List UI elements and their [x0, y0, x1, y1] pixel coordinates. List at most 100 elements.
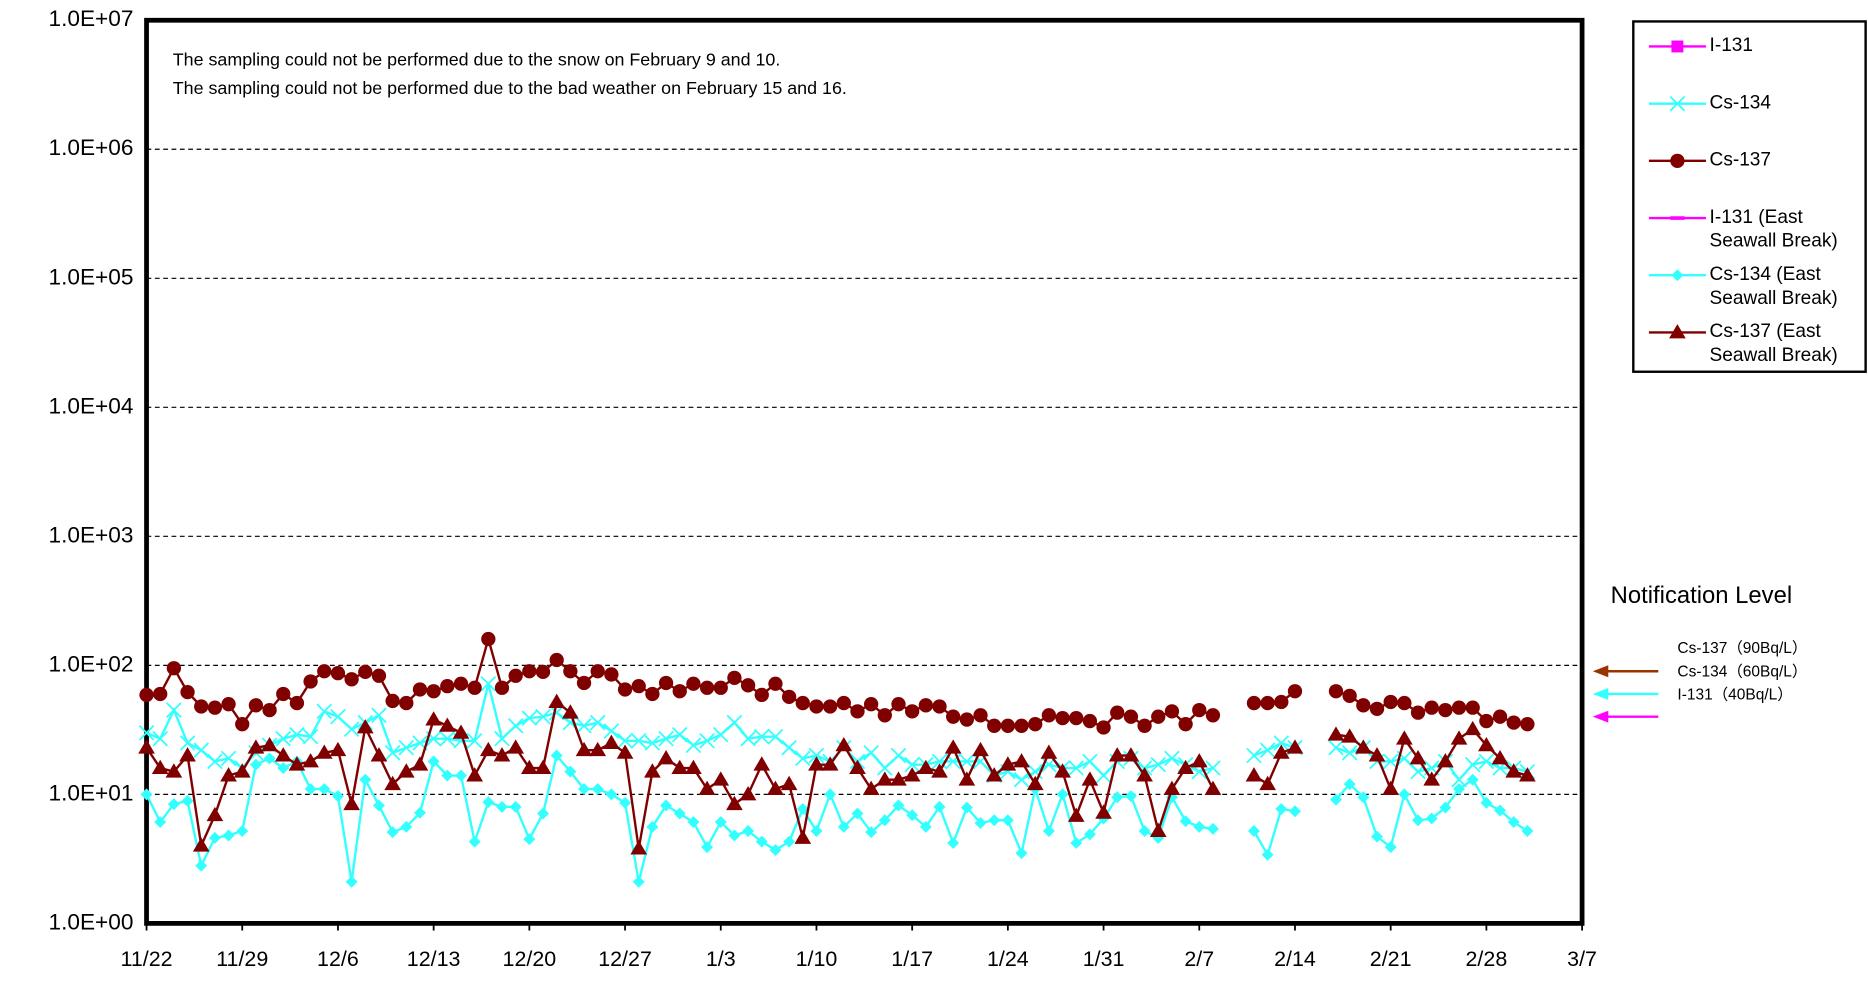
- marker: [1438, 702, 1453, 718]
- marker: [795, 695, 810, 711]
- marker: [1067, 807, 1085, 822]
- marker: [851, 807, 864, 820]
- marker: [193, 742, 210, 758]
- marker: [304, 783, 317, 795]
- marker: [398, 739, 415, 756]
- marker: [931, 763, 948, 778]
- x-tick-label: 1/31: [1083, 947, 1125, 971]
- marker: [672, 684, 687, 699]
- marker: [1478, 753, 1495, 770]
- marker: [958, 771, 976, 786]
- marker: [493, 747, 511, 762]
- marker: [247, 739, 265, 754]
- marker: [166, 702, 182, 718]
- marker: [972, 741, 989, 757]
- marker: [768, 676, 783, 691]
- marker: [1671, 269, 1684, 282]
- marker: [1409, 750, 1427, 765]
- marker: [726, 795, 743, 811]
- marker: [1464, 720, 1482, 736]
- notification-title: Notification Level: [1610, 582, 1793, 609]
- marker: [1671, 40, 1684, 53]
- marker: [1013, 771, 1030, 788]
- y-tick-label: 1.0E+05: [49, 264, 134, 289]
- legend-swatch: [1648, 269, 1706, 282]
- legend-label: Cs-134: [1709, 92, 1772, 114]
- legend-swatch: [1648, 324, 1706, 339]
- marker: [824, 788, 837, 801]
- marker: [686, 676, 701, 691]
- marker: [1491, 750, 1509, 765]
- y-tick-label: 1.0E+07: [49, 6, 134, 31]
- marker: [1178, 717, 1193, 732]
- marker: [315, 744, 333, 759]
- marker: [535, 664, 551, 680]
- marker: [1478, 736, 1495, 752]
- marker: [1068, 760, 1085, 776]
- marker: [891, 697, 906, 712]
- marker: [644, 763, 661, 778]
- marker: [617, 682, 633, 697]
- marker: [562, 704, 579, 719]
- marker: [919, 820, 932, 833]
- marker: [794, 829, 812, 844]
- marker: [1205, 708, 1221, 723]
- marker: [235, 717, 250, 732]
- marker: [480, 675, 497, 692]
- marker: [466, 733, 483, 749]
- marker: [740, 678, 756, 693]
- marker: [1274, 694, 1289, 710]
- marker: [1451, 771, 1467, 788]
- marker: [1248, 825, 1260, 837]
- marker: [809, 699, 824, 714]
- marker: [644, 735, 661, 751]
- y-tick-label: 1.0E+02: [49, 651, 134, 676]
- marker: [397, 763, 415, 778]
- marker: [988, 814, 1001, 827]
- marker: [453, 676, 469, 691]
- marker: [262, 702, 277, 718]
- marker: [1108, 747, 1126, 762]
- marker: [507, 718, 524, 734]
- legend-item: Cs-137 (East Seawall Break): [1635, 315, 1865, 367]
- marker: [385, 693, 400, 709]
- marker: [987, 718, 1002, 733]
- legend-item: I-131: [1635, 29, 1865, 81]
- marker: [1341, 728, 1359, 743]
- marker: [1368, 747, 1386, 762]
- marker: [153, 686, 168, 702]
- marker: [767, 780, 784, 795]
- marker: [455, 769, 467, 782]
- marker: [906, 809, 919, 822]
- marker: [1289, 805, 1301, 818]
- marker: [850, 704, 865, 719]
- legend-swatch: [1648, 40, 1706, 53]
- marker: [1111, 791, 1124, 804]
- marker: [769, 844, 782, 857]
- legend-swatch: [1648, 95, 1706, 112]
- marker: [753, 756, 771, 771]
- marker: [1423, 771, 1441, 786]
- legend-label: Cs-137: [1709, 150, 1772, 171]
- marker: [660, 799, 673, 812]
- marker: [1275, 803, 1288, 815]
- marker: [330, 708, 346, 725]
- marker: [318, 783, 331, 795]
- marker: [946, 709, 961, 724]
- marker: [140, 788, 153, 801]
- marker: [631, 678, 646, 694]
- y-tick-label: 1.0E+00: [49, 909, 134, 934]
- marker: [1083, 828, 1096, 841]
- x-tick-label: 1/24: [987, 947, 1029, 971]
- marker: [917, 759, 935, 774]
- marker: [1041, 708, 1057, 723]
- marker: [1001, 814, 1014, 827]
- marker: [1519, 767, 1536, 782]
- marker: [384, 745, 401, 761]
- notification-arrowhead: [1592, 688, 1609, 700]
- marker: [440, 678, 455, 694]
- marker: [726, 714, 743, 731]
- marker: [603, 734, 620, 749]
- marker: [194, 699, 209, 714]
- marker: [1670, 153, 1685, 168]
